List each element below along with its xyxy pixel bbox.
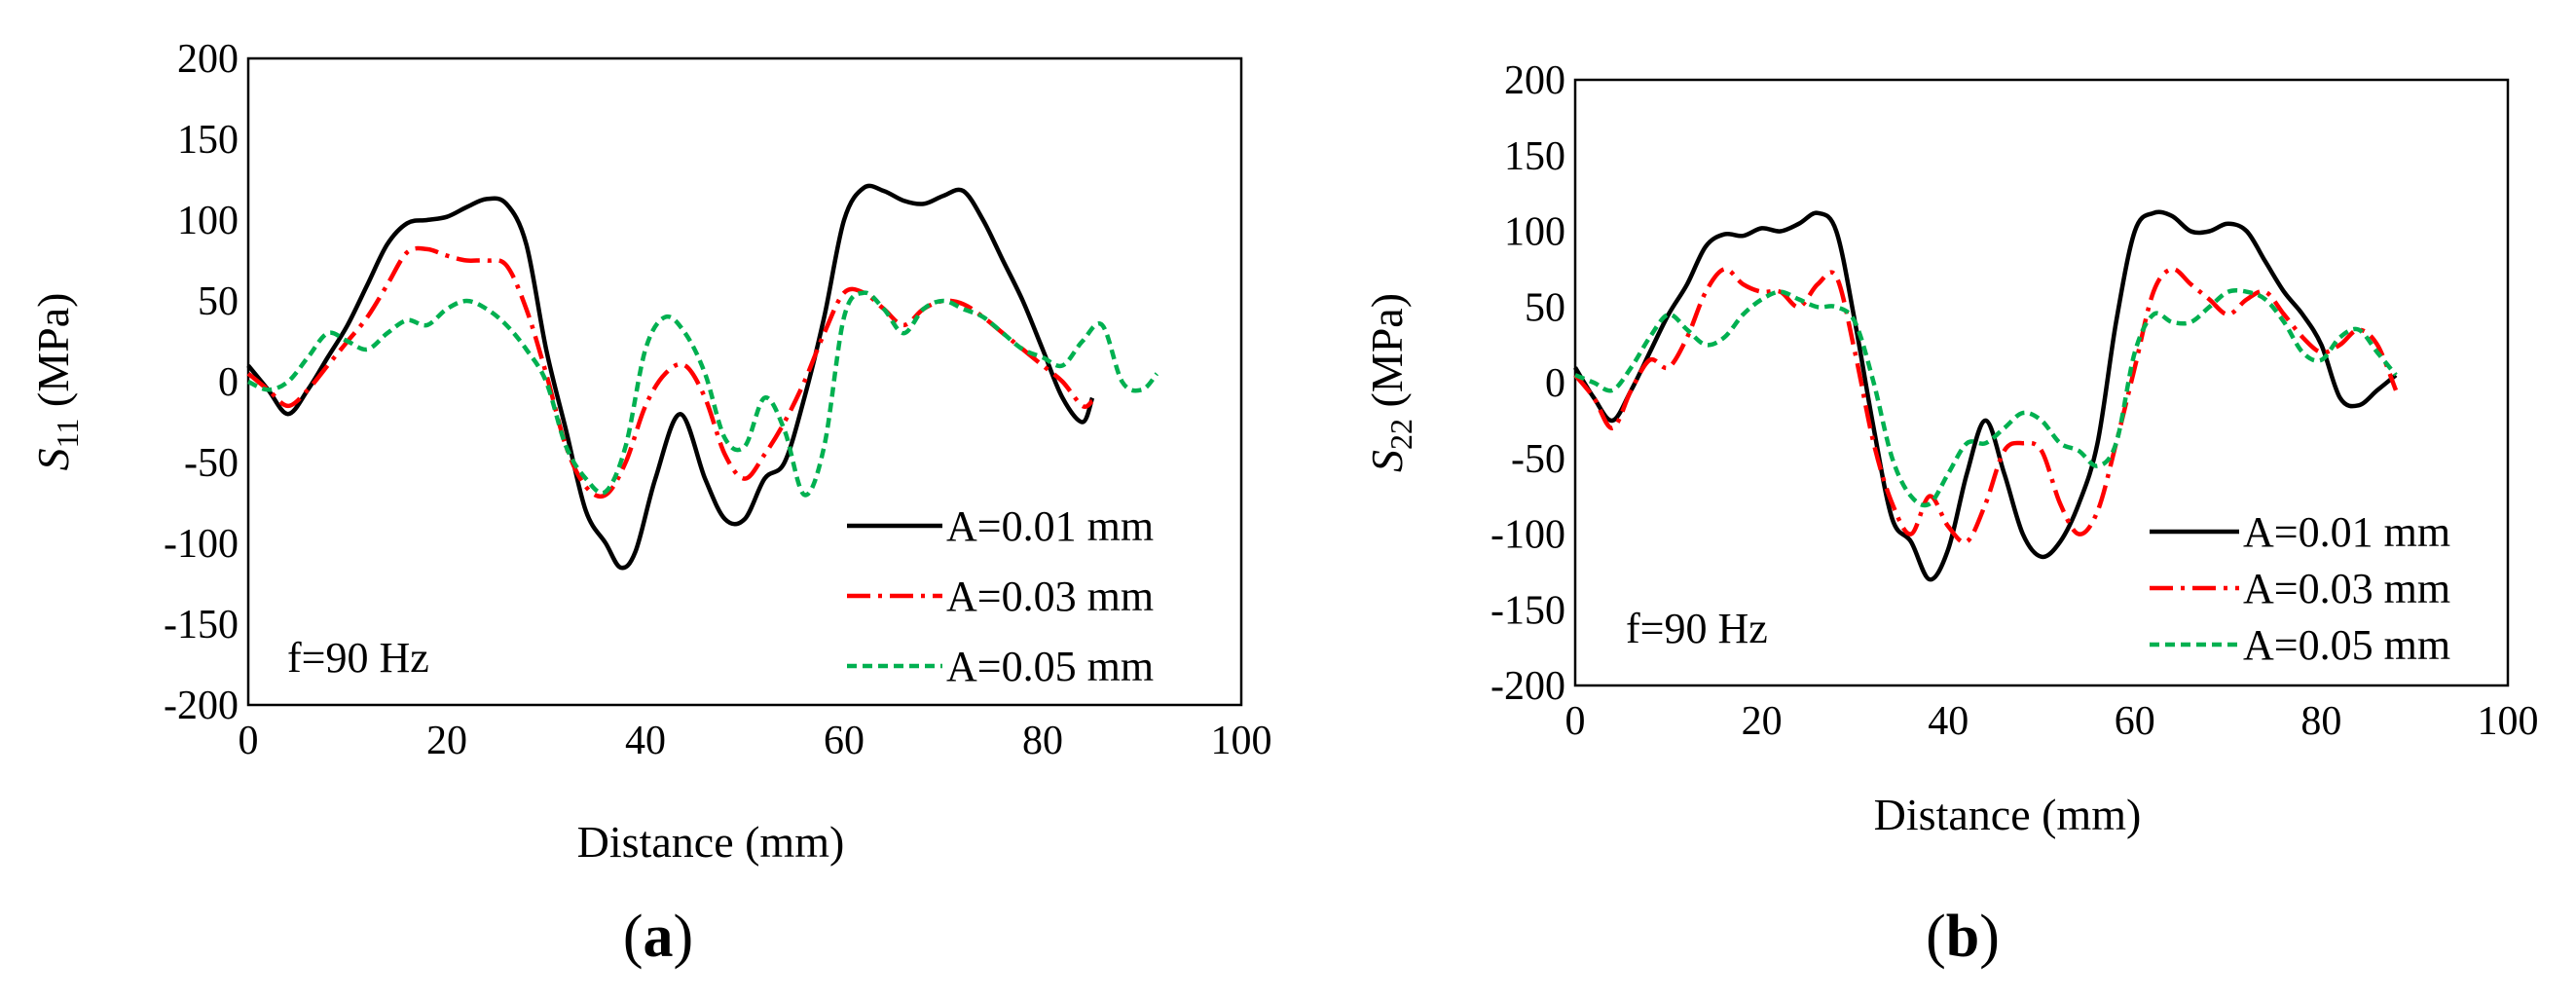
plot-frame	[1573, 78, 2510, 687]
y-axis-unit: (MPa)	[28, 293, 78, 419]
panel-a: 0 20 40 60 80 100 200 150 100 50 0 -50 -100 -150 -200…	[28, 37, 1272, 970]
y-tick-label: -200	[164, 684, 239, 728]
x-tick-label: 80	[1022, 719, 1063, 763]
y-tick-label: 0	[1545, 361, 1565, 406]
y-axis-label: S11 (MPa)	[28, 293, 85, 471]
x-tick-label: 0	[239, 719, 259, 763]
y-tick-label: -50	[1511, 437, 1565, 482]
y-axis-subscript: 22	[1383, 419, 1418, 450]
series-line-dashdot	[246, 245, 1094, 500]
x-axis-label: Distance (mm)	[1874, 790, 2142, 839]
y-axis-label: S22 (MPa)	[1362, 293, 1418, 472]
legend: A=0.01 mm A=0.03 mm A=0.05 mm	[847, 502, 1154, 690]
x-tick-label: 60	[824, 719, 865, 763]
x-tick-label: 20	[1742, 699, 1783, 744]
x-axis-label: Distance (mm)	[577, 817, 845, 867]
frequency-annotation: f=90 Hz	[287, 634, 429, 682]
y-axis-unit: (MPa)	[1362, 293, 1412, 419]
x-tick-label: 40	[1928, 699, 1969, 744]
y-tick-label: 200	[1504, 58, 1565, 103]
legend-label: A=0.01 mm	[2243, 508, 2450, 556]
x-tick-label: 100	[2478, 699, 2539, 744]
series-line-dashdot	[1573, 267, 2399, 545]
panel-b: 0 20 40 60 80 100 200 150 100 50 0 -50 -100 -150 -200…	[1362, 58, 2539, 970]
y-tick-labels: 200 150 100 50 0 -50 -100 -150 -200	[164, 37, 239, 728]
y-tick-label: 150	[177, 118, 239, 163]
series-line-solid	[1573, 209, 2398, 582]
legend-label: A=0.03 mm	[946, 573, 1154, 620]
series-line-dashed	[247, 290, 1159, 498]
frequency-annotation: f=90 Hz	[1626, 605, 1768, 652]
y-tick-label: -100	[1490, 513, 1565, 558]
x-tick-label: 0	[1565, 699, 1586, 744]
legend: A=0.01 mm A=0.03 mm A=0.05 mm	[2150, 508, 2450, 669]
y-tick-label: -200	[1490, 664, 1565, 709]
x-tick-label: 60	[2115, 699, 2155, 744]
x-tick-label: 20	[426, 719, 467, 763]
legend-label: A=0.01 mm	[946, 502, 1154, 550]
legend-label: A=0.05 mm	[946, 643, 1154, 690]
y-tick-label: 50	[198, 279, 239, 324]
series-line-dashed	[1574, 287, 2398, 508]
y-tick-label: -150	[164, 603, 239, 648]
y-tick-label: 150	[1504, 134, 1565, 179]
y-tick-label: -150	[1490, 588, 1565, 633]
series-lines	[1573, 209, 2399, 582]
x-tick-labels: 0 20 40 60 80 100	[239, 719, 1272, 763]
x-tick-labels: 0 20 40 60 80 100	[1565, 699, 2539, 744]
y-tick-label: 50	[1525, 285, 1565, 330]
y-axis-symbol: S	[28, 448, 78, 470]
legend-label: A=0.03 mm	[2243, 565, 2450, 612]
x-tick-label: 40	[625, 719, 666, 763]
series-line-solid	[246, 183, 1095, 571]
y-tick-label: 100	[177, 199, 239, 243]
y-tick-label: 200	[177, 37, 239, 82]
y-tick-labels: 200 150 100 50 0 -50 -100 -150 -200	[1490, 58, 1565, 709]
y-tick-label: 0	[218, 360, 239, 405]
y-axis-symbol: S	[1362, 450, 1412, 472]
y-tick-label: -50	[184, 441, 239, 486]
panel-label-a: (a)	[623, 904, 693, 970]
series-lines	[246, 183, 1159, 571]
y-axis-subscript: 11	[50, 419, 85, 449]
x-tick-label: 100	[1211, 719, 1272, 763]
legend-label: A=0.05 mm	[2243, 621, 2450, 669]
panel-label-b: (b)	[1926, 904, 2000, 970]
x-tick-label: 80	[2300, 699, 2341, 744]
y-tick-label: -100	[164, 522, 239, 567]
y-tick-label: 100	[1504, 210, 1565, 255]
